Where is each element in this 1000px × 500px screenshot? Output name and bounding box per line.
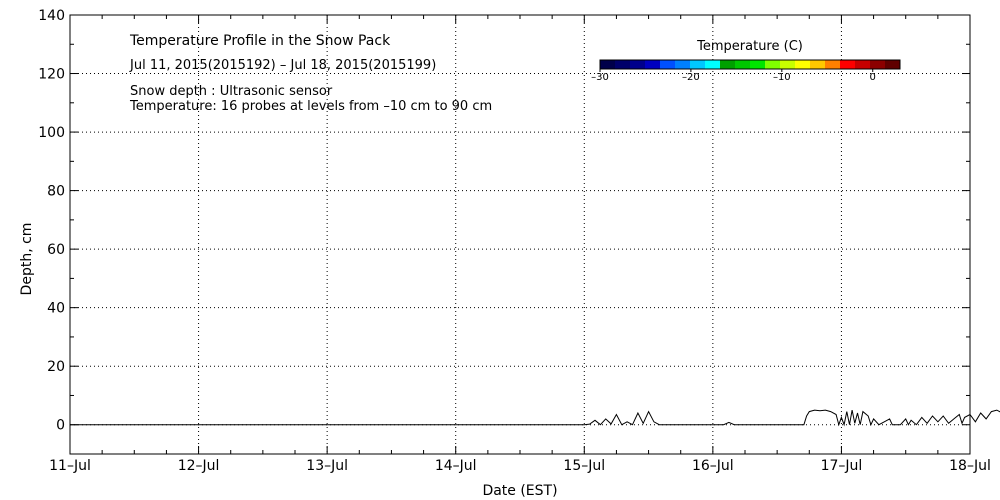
colorbar-swatch — [855, 60, 871, 69]
colorbar-swatch — [615, 60, 631, 69]
colorbar-swatch — [780, 60, 796, 69]
x-tick-label: 12–Jul — [178, 458, 220, 474]
x-tick-label: 16–Jul — [692, 458, 734, 474]
plot-frame — [69, 14, 971, 455]
colorbar-swatch — [600, 60, 616, 69]
colorbar-swatch — [705, 60, 721, 69]
y-tick-label: 40 — [47, 301, 65, 317]
note-temperature: Temperature: 16 probes at levels from –1… — [129, 99, 492, 114]
colorbar-swatch — [675, 60, 691, 69]
x-tick-label: 13–Jul — [306, 458, 348, 474]
series-layer — [70, 409, 1000, 427]
colorbar-swatch — [870, 60, 886, 69]
colorbar-tick-label: 0 — [870, 72, 876, 83]
colorbar-swatch — [885, 60, 901, 69]
x-tick-label: 17–Jul — [821, 458, 863, 474]
colorbar-title: Temperature (C) — [696, 39, 803, 54]
colorbar-swatch — [690, 60, 706, 69]
grid — [70, 15, 970, 454]
x-tick-label: 18–Jul — [949, 458, 991, 474]
colorbar-swatch — [660, 60, 676, 69]
y-tick-label: 80 — [47, 184, 65, 200]
colorbar-tick-label: –30 — [591, 72, 609, 83]
colorbar-swatch — [840, 60, 856, 69]
colorbar-swatch — [750, 60, 766, 69]
colorbar-swatch — [735, 60, 751, 69]
y-tick-label: 140 — [38, 8, 65, 24]
colorbar-swatch — [720, 60, 736, 69]
y-tick-label: 120 — [38, 67, 65, 83]
colorbar-swatch — [810, 60, 826, 69]
chart-subtitle: Jul 11, 2015(2015192) – Jul 18, 2015(201… — [129, 58, 436, 73]
colorbar-swatch — [630, 60, 646, 69]
colorbar-tick-label: –20 — [682, 72, 700, 83]
colorbar-tick-label: –10 — [773, 72, 791, 83]
x-axis-label: Date (EST) — [482, 483, 557, 499]
x-tick-label: 15–Jul — [563, 458, 605, 474]
note-snow-depth: Snow depth : Ultrasonic sensor — [130, 84, 333, 99]
colorbar-swatch — [795, 60, 811, 69]
colorbar-swatch — [825, 60, 841, 69]
chart-title: Temperature Profile in the Snow Pack — [129, 33, 391, 49]
y-tick-label: 20 — [47, 359, 65, 375]
y-tick-label: 0 — [56, 418, 65, 434]
y-axis-label: Depth, cm — [19, 223, 35, 296]
x-tick-label: 14–Jul — [435, 458, 477, 474]
y-tick-label: 100 — [38, 125, 65, 141]
colorbar-frame — [599, 59, 901, 70]
series-line-snow-depth — [70, 409, 1000, 427]
y-tick-label: 60 — [47, 242, 65, 258]
x-tick-label: 11–Jul — [49, 458, 91, 474]
colorbar: –30 –20 –10 0 — [591, 59, 901, 83]
axis-ticks: 0 20 40 60 80 100 120 140 11–Jul 12–Jul 13–Jul 14–J… — [38, 8, 991, 474]
colorbar-swatch — [765, 60, 781, 69]
colorbar-swatch — [645, 60, 661, 69]
